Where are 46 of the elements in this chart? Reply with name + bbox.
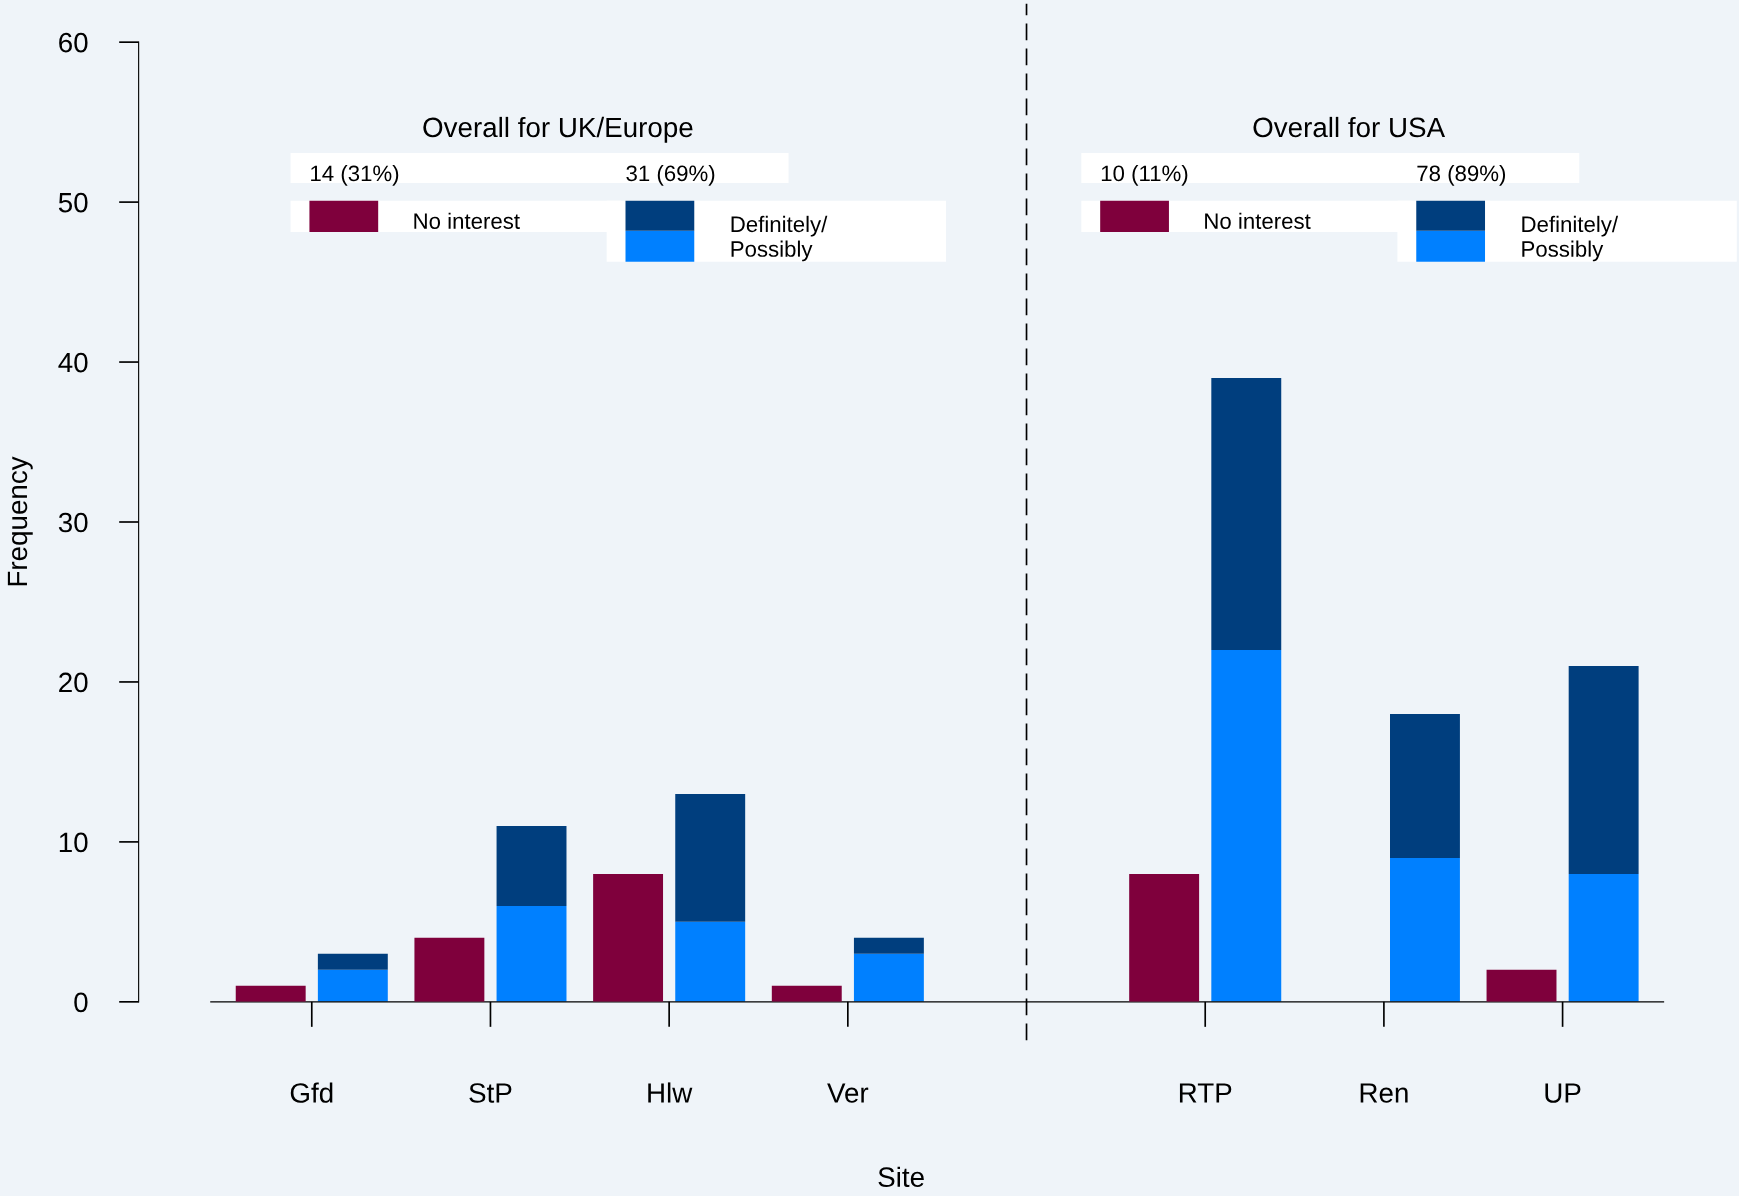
bar <box>1486 969 1557 1002</box>
annotation: 31 (69%) <box>626 164 715 186</box>
bar <box>593 873 664 1002</box>
x-tick-label: StP <box>469 1083 512 1103</box>
bar <box>853 953 924 1002</box>
bar <box>496 905 567 1002</box>
bar <box>1129 873 1200 1002</box>
bar <box>853 937 924 954</box>
legend-label: No interest <box>414 212 520 229</box>
y-axis-title: Frequency <box>7 456 33 586</box>
bar <box>235 985 306 1002</box>
legend-label: Definitely/ Possibly <box>731 215 828 262</box>
bar <box>1211 649 1282 1002</box>
y-tick-label: 20 <box>59 672 88 693</box>
bar <box>1568 665 1639 874</box>
y-tick-label: 60 <box>59 32 88 53</box>
text: No interest <box>1205 212 1311 229</box>
x-tick-label: Hlw <box>648 1082 693 1103</box>
annotation: Overall for USA <box>1253 116 1446 138</box>
x-tick-label: Ver <box>827 1083 869 1103</box>
bar <box>496 825 567 906</box>
x-tick-label: Gfd <box>290 1082 333 1103</box>
annotation: 14 (31%) <box>311 164 399 186</box>
bar <box>317 969 388 1002</box>
annotation: 78 (89%) <box>1417 164 1506 186</box>
bar <box>1390 713 1460 858</box>
y-tick-label: 40 <box>58 352 88 373</box>
bar <box>1568 873 1639 1002</box>
x-tick-label: Ren <box>1360 1083 1408 1103</box>
annotation: 10 (11%) <box>1101 164 1188 186</box>
bar <box>317 953 388 970</box>
y-tick-label: 10 <box>59 832 88 853</box>
bar <box>1211 378 1282 650</box>
bar <box>771 985 842 1002</box>
annotation: Overall for UK/Europe <box>423 116 693 143</box>
y-tick-label: 0 <box>74 992 88 1013</box>
y-tick-label: 50 <box>58 192 88 213</box>
bar <box>675 793 746 922</box>
text: Definitely/ Possibly <box>1522 215 1619 262</box>
y-tick-label: 30 <box>58 512 88 533</box>
bar <box>1390 857 1460 1002</box>
bar <box>414 937 485 1002</box>
x-tick-label: RTP <box>1179 1083 1232 1103</box>
x-tick-label: UP <box>1545 1083 1581 1103</box>
bar <box>675 921 746 1002</box>
x-axis-title: Site <box>878 1166 924 1188</box>
